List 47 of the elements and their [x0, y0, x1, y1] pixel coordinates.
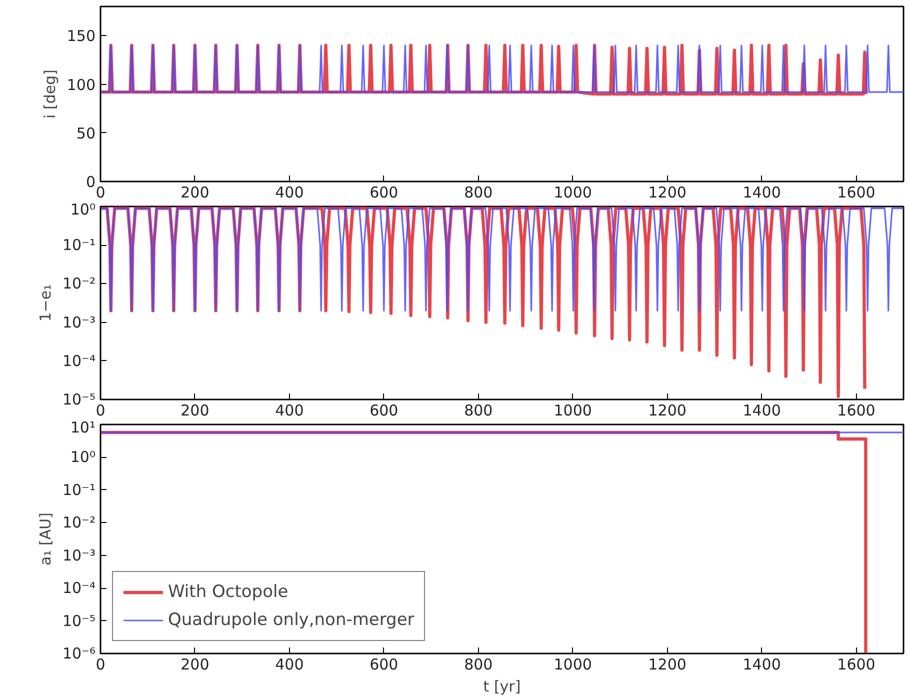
y-tick-label: 10⁻¹	[62, 480, 96, 499]
x-tick-label: 400	[275, 402, 304, 420]
x-tick-label: 400	[275, 656, 304, 674]
y-tick-label: 10⁻⁵	[62, 612, 96, 630]
x-tick-label: 200	[180, 656, 210, 674]
x-tick-label: 600	[370, 656, 398, 674]
x-tick-label: 1000	[554, 184, 592, 202]
y-tick-label: 10⁻⁵	[62, 390, 96, 408]
x-tick-label: 1000	[554, 402, 592, 420]
y-tick-label: 10⁻²	[62, 274, 96, 293]
y-tick-label: 10⁻⁴	[62, 352, 96, 370]
y-axis-title: i [deg]	[40, 70, 59, 118]
x-axis-title: t [yr]	[483, 678, 521, 696]
x-tick-label: 600	[370, 402, 398, 420]
y-tick-label: 10⁻¹	[62, 236, 96, 254]
y-axis-title: 1−e₁	[36, 284, 54, 322]
x-tick-label: 1600	[837, 184, 876, 202]
x-tick-label: 1400	[742, 402, 781, 420]
x-tick-label: 200	[180, 402, 210, 420]
y-tick-label: 10⁰	[70, 448, 96, 466]
y-tick-label: 100	[66, 76, 96, 94]
y-tick-label: 150	[66, 27, 96, 46]
x-tick-label: 1200	[648, 184, 686, 202]
x-tick-label: 1200	[648, 656, 686, 674]
x-tick-label: 1200	[648, 402, 686, 420]
x-tick-label: 800	[464, 184, 493, 202]
y-tick-label: 10⁻³	[62, 546, 96, 564]
x-tick-label: 1600	[837, 402, 876, 420]
x-tick-label: 800	[464, 402, 493, 420]
y-tick-label: 50	[76, 124, 96, 142]
y-tick-label: 10⁻²	[62, 514, 96, 532]
x-tick-label: 1600	[837, 656, 876, 674]
x-tick-label: 1400	[742, 184, 781, 202]
y-tick-label: 10⁻³	[62, 313, 96, 332]
legend-label: Quadrupole only,non-merger	[168, 610, 414, 630]
y-tick-label: 10¹	[70, 418, 96, 436]
x-tick-label: 400	[275, 184, 304, 202]
y-axis-title: a₁ [AU]	[36, 512, 54, 566]
x-tick-label: 1400	[742, 656, 781, 674]
y-tick-label: 10⁻⁴	[62, 579, 96, 598]
x-tick-label: 800	[464, 656, 493, 674]
x-tick-label: 600	[370, 184, 398, 202]
legend-label: With Octopole	[168, 582, 288, 602]
x-tick-label: 200	[180, 184, 210, 202]
y-tick-label: 10⁰	[70, 200, 96, 218]
x-tick-label: 1000	[554, 656, 592, 674]
y-tick-label: 10⁻⁶	[62, 644, 96, 662]
